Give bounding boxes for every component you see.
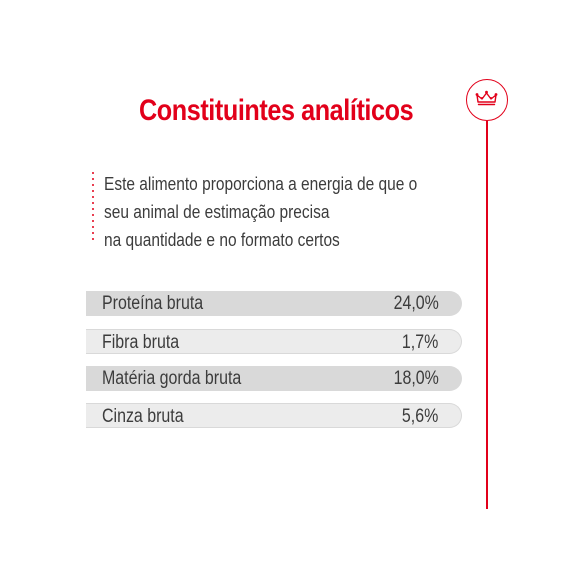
dot: [92, 238, 94, 240]
analytic-label: Cinza bruta: [102, 406, 184, 427]
dot: [92, 226, 94, 228]
analytic-value: 24,0%: [393, 293, 439, 314]
crown-icon: [475, 90, 498, 106]
intro-line: seu animal de estimação precisa: [104, 202, 330, 222]
analytic-label: Fibra bruta: [102, 332, 180, 353]
crown-badge: [466, 79, 508, 121]
analytic-value: 1,7%: [401, 332, 438, 353]
dotted-accent-line: [92, 172, 94, 244]
analytic-row-fat: Matéria gorda bruta 18,0%: [86, 366, 462, 391]
analytic-row-ash: Cinza bruta 5,6%: [86, 403, 462, 428]
dot: [92, 202, 94, 204]
intro-line: na quantidade e no formato certos: [104, 230, 340, 250]
dot: [92, 172, 94, 174]
dot: [92, 184, 94, 186]
analytic-row-protein: Proteína bruta 24,0%: [86, 291, 462, 316]
analytic-label: Proteína bruta: [102, 293, 204, 314]
dot: [92, 208, 94, 210]
dot: [92, 190, 94, 192]
dot: [92, 232, 94, 234]
analytic-row-fiber: Fibra bruta 1,7%: [86, 329, 462, 354]
intro-text: Este alimento proporciona a energia de q…: [104, 170, 417, 254]
vertical-divider: [486, 121, 488, 509]
dot: [92, 214, 94, 216]
page-title: Constituintes analíticos: [139, 94, 414, 127]
analytic-value: 5,6%: [401, 406, 438, 427]
dot: [92, 196, 94, 198]
analytic-value: 18,0%: [393, 368, 439, 389]
dot: [92, 220, 94, 222]
intro-line: Este alimento proporciona a energia de q…: [104, 174, 418, 194]
dot: [92, 178, 94, 180]
analytic-label: Matéria gorda bruta: [102, 368, 242, 389]
